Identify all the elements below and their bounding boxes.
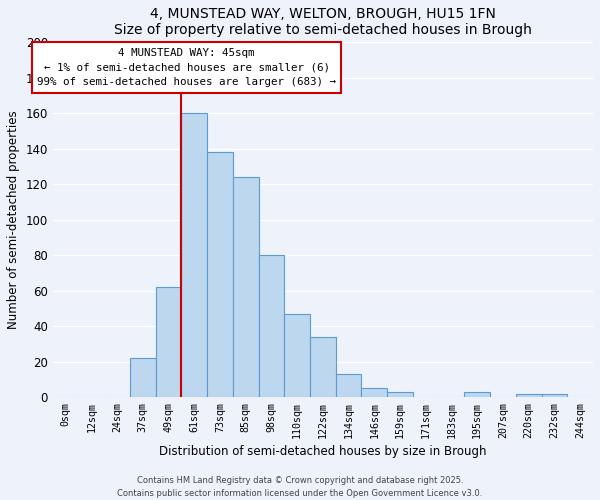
Bar	[336, 374, 361, 397]
Bar	[516, 394, 542, 397]
Bar	[310, 337, 336, 397]
Bar	[130, 358, 155, 397]
Bar	[464, 392, 490, 397]
Bar	[207, 152, 233, 397]
Bar	[361, 388, 387, 397]
Bar	[259, 256, 284, 397]
Bar	[387, 392, 413, 397]
Bar	[542, 394, 568, 397]
Bar	[181, 114, 207, 397]
X-axis label: Distribution of semi-detached houses by size in Brough: Distribution of semi-detached houses by …	[159, 445, 487, 458]
Bar	[155, 288, 181, 397]
Y-axis label: Number of semi-detached properties: Number of semi-detached properties	[7, 110, 20, 329]
Bar	[233, 178, 259, 397]
Text: 4 MUNSTEAD WAY: 45sqm
← 1% of semi-detached houses are smaller (6)
99% of semi-d: 4 MUNSTEAD WAY: 45sqm ← 1% of semi-detac…	[37, 48, 336, 88]
Title: 4, MUNSTEAD WAY, WELTON, BROUGH, HU15 1FN
Size of property relative to semi-deta: 4, MUNSTEAD WAY, WELTON, BROUGH, HU15 1F…	[114, 7, 532, 37]
Bar	[284, 314, 310, 397]
Text: Contains HM Land Registry data © Crown copyright and database right 2025.
Contai: Contains HM Land Registry data © Crown c…	[118, 476, 482, 498]
